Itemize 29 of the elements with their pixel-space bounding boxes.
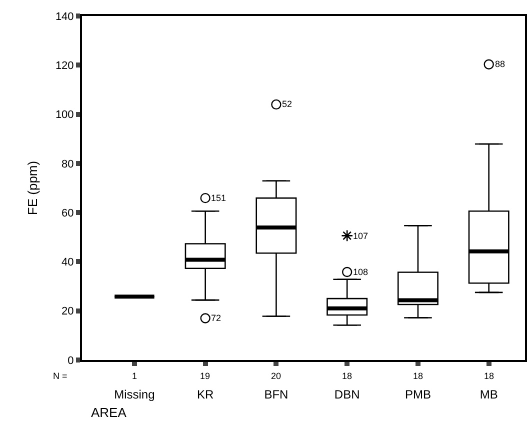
text: 19 xyxy=(200,371,210,381)
y-tick-label: 140 xyxy=(55,10,74,23)
x-tick-label: KR xyxy=(196,387,214,402)
text: 18 xyxy=(484,371,494,381)
text: 1 xyxy=(132,371,138,381)
x-tick-label: Missing xyxy=(114,387,155,402)
y-tick-label: 100 xyxy=(55,109,74,122)
annotation: 72 xyxy=(211,313,222,323)
y-tick-label: 20 xyxy=(62,306,74,318)
x-tick-label: PMB xyxy=(404,387,431,402)
text: 18 xyxy=(342,371,352,381)
x-tick-label: DBN xyxy=(334,387,360,402)
y-tick-label: 40 xyxy=(62,256,74,269)
x-tick-label: MB xyxy=(480,387,498,402)
y-tick-label: 120 xyxy=(55,60,74,72)
x-tick-label: BFN xyxy=(264,387,288,402)
y-axis-title: FE (ppm) xyxy=(24,160,40,216)
y-tick-label: 80 xyxy=(62,158,74,170)
x-axis-title: AREA xyxy=(91,405,127,420)
annotation: 108 xyxy=(353,267,368,277)
y-tick-label: 0 xyxy=(68,354,74,367)
text: 18 xyxy=(413,371,424,381)
annotation: 88 xyxy=(495,59,506,69)
y-tick-label: 60 xyxy=(62,207,74,220)
annotation: 107 xyxy=(353,231,368,241)
text: 20 xyxy=(271,371,282,381)
annotation: 151 xyxy=(211,193,226,203)
text: N = xyxy=(53,371,68,381)
annotation: 52 xyxy=(282,99,292,109)
